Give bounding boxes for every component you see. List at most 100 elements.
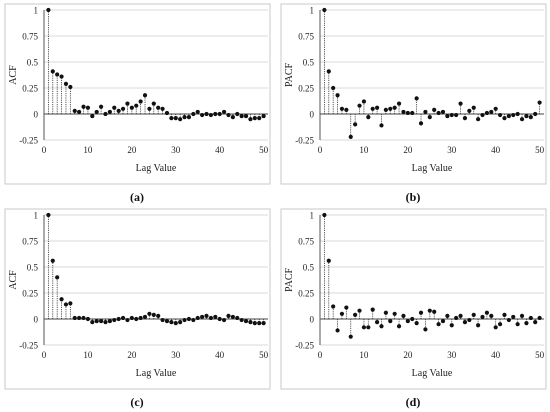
stem-marker	[361, 325, 367, 330]
stem-marker	[200, 112, 205, 118]
stem-marker	[164, 110, 170, 116]
chart-panel-b: 1 0.75 0.5 0.25 0 -0.25 0 10 20 30 40 50 Lag Value PA…	[276, 0, 550, 204]
stem-marker	[239, 113, 244, 119]
stem-marker	[226, 112, 231, 118]
x-tick-label: 50	[535, 145, 545, 155]
y-tick-label: 0.5	[27, 58, 39, 68]
stem-marker	[81, 315, 86, 321]
stem-marker	[344, 305, 349, 310]
stem-marker	[156, 313, 161, 318]
stem-marker	[339, 106, 345, 111]
stem-marker	[142, 314, 148, 320]
x-tick-label: 0	[42, 350, 47, 360]
stem-marker	[107, 318, 112, 324]
stem-marker	[497, 322, 503, 327]
x-tick-label: 10	[359, 145, 369, 155]
x-tick-label: 40	[215, 145, 225, 155]
x-tick-label: 50	[259, 350, 269, 360]
stem-marker	[471, 105, 476, 110]
stem-marker	[405, 110, 410, 116]
chart-frame	[280, 3, 547, 185]
y-tick-label: 0.75	[22, 237, 38, 247]
stem-marker	[103, 320, 108, 325]
stem-marker	[458, 313, 463, 318]
stem-marker	[160, 106, 165, 111]
stem-marker	[107, 109, 112, 115]
stem-marker	[414, 321, 419, 326]
chart-panel-c: 1 0.75 0.5 0.25 0 -0.25 0 10 20 30 40 50 Lag Value AC…	[0, 205, 274, 409]
stem-marker	[200, 314, 205, 320]
stem-marker	[191, 111, 196, 117]
y-tick-label: -0.25	[295, 341, 314, 351]
stem-marker	[59, 74, 64, 79]
stem-marker	[173, 321, 178, 326]
stem-marker	[511, 314, 516, 320]
y-axis-label: ACF	[8, 65, 19, 85]
stem-marker	[217, 111, 222, 117]
stem-marker	[191, 317, 196, 323]
caption-c: (c)	[130, 395, 144, 409]
stem-marker	[326, 258, 331, 263]
stem-marker	[401, 109, 406, 115]
chart-frame	[4, 208, 271, 390]
x-tick-label: 20	[127, 145, 137, 155]
chart-frame	[4, 3, 271, 185]
stem-marker	[59, 297, 64, 302]
chart-panel-a: 1 0.75 0.5 0.25 0 -0.25 0 10 20 30 40 50 Lag Value AC…	[0, 0, 274, 204]
y-axis-label: PACF	[284, 63, 295, 88]
stem-marker	[55, 275, 60, 280]
x-tick-label: 40	[491, 145, 501, 155]
stem-marker	[524, 113, 529, 119]
stem-marker	[502, 312, 507, 317]
stem-marker	[72, 315, 77, 321]
stem-marker	[160, 317, 165, 323]
stem-marker	[90, 320, 95, 325]
stem-marker	[204, 313, 209, 318]
stem-marker	[357, 308, 362, 313]
stem-marker	[217, 316, 222, 322]
stem-marker	[208, 315, 214, 321]
stem-marker	[116, 108, 121, 113]
chart-frame	[280, 208, 547, 390]
stem-marker	[493, 325, 498, 330]
x-tick-label: 40	[491, 350, 501, 360]
stem-marker	[120, 106, 126, 111]
stem-marker	[68, 301, 73, 306]
stem-marker	[147, 311, 152, 316]
y-tick-label: 0	[34, 315, 39, 325]
caption-a: (a)	[130, 190, 144, 204]
y-tick-label: 0.25	[22, 84, 38, 94]
stem-marker	[339, 311, 345, 316]
x-tick-label: 10	[83, 145, 93, 155]
stem-marker	[169, 320, 174, 325]
stem-marker	[257, 116, 262, 121]
stem-marker	[204, 111, 209, 117]
chart-panel-d: 1 0.75 0.5 0.25 0 -0.25 0 10 20 30 40 50 Lag Value PA…	[276, 205, 550, 409]
stem-marker	[186, 316, 192, 322]
y-tick-label: 0	[310, 110, 315, 120]
stem-marker	[432, 107, 437, 112]
stem-marker	[524, 321, 529, 326]
stem-marker	[129, 105, 134, 110]
stem-marker	[195, 109, 200, 115]
stem-marker	[46, 212, 51, 218]
stem-marker	[50, 258, 55, 263]
stem-marker	[370, 106, 375, 111]
stem-marker	[366, 325, 371, 330]
stem-marker	[493, 106, 498, 111]
stem-marker	[353, 122, 358, 127]
stem-marker	[423, 327, 428, 332]
stem-marker	[484, 110, 490, 116]
stem-marker	[357, 103, 362, 108]
stem-marker	[462, 116, 468, 121]
stem-marker	[125, 317, 130, 323]
stem-marker	[134, 316, 139, 322]
stem-marker	[519, 117, 525, 122]
stem-marker	[178, 320, 183, 325]
x-tick-label: 10	[359, 350, 369, 360]
stem-marker	[226, 313, 231, 318]
stem-marker	[213, 314, 218, 320]
stem-marker	[46, 7, 51, 13]
stem-marker	[506, 317, 511, 323]
stem-marker	[374, 320, 380, 325]
